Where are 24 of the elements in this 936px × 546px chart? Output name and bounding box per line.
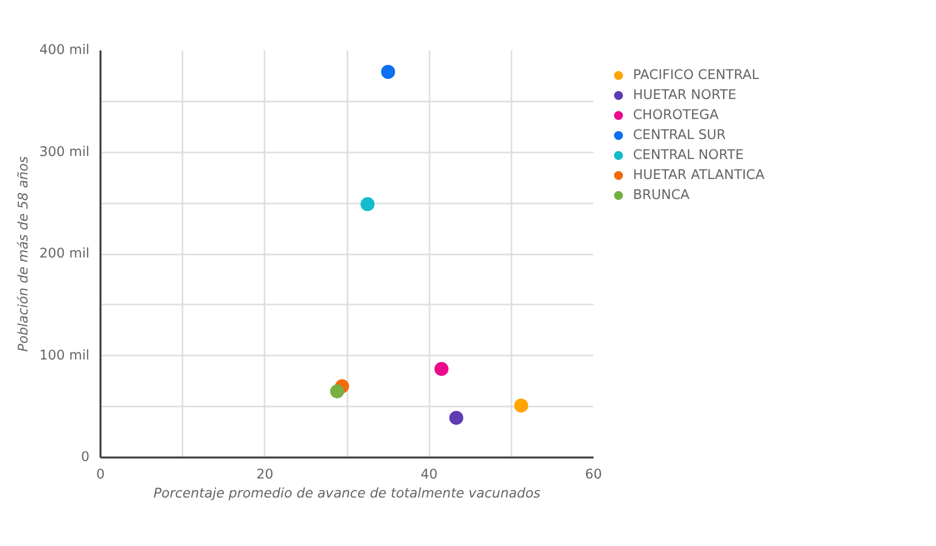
y-tick-label: 300 mil — [39, 144, 90, 160]
x-tick-label: 60 — [585, 468, 602, 482]
point — [360, 197, 375, 212]
y-tick-label: 100 mil — [39, 348, 90, 364]
x-tick-label: 40 — [420, 468, 438, 482]
point — [381, 64, 396, 79]
x-axis-title: Porcentaje promedio de avance de totalmente vacunados — [153, 486, 541, 502]
legend-label: CENTRAL SUR — [633, 128, 726, 142]
point — [449, 410, 464, 425]
y-tick-label: 400 mil — [39, 43, 90, 58]
legend-label: HUETAR NORTE — [633, 88, 736, 102]
y-tick-label: 200 mil — [39, 246, 90, 262]
legend-label: HUETAR ATLANTICA — [633, 168, 764, 182]
y-axis-title: Población de más de 58 años — [16, 156, 32, 352]
y-tick-label: 0 — [81, 450, 90, 465]
point — [330, 384, 344, 398]
legend-label: BRUNCA — [633, 188, 690, 202]
x-tick-label: 20 — [256, 468, 274, 482]
legend-label: PACIFICO CENTRAL — [633, 68, 760, 82]
x-tick-label: 0 — [96, 468, 105, 482]
legend-label: CENTRAL NORTE — [633, 148, 744, 162]
point — [434, 362, 448, 376]
point — [514, 398, 528, 413]
legend-label: CHOROTEGA — [633, 108, 719, 122]
